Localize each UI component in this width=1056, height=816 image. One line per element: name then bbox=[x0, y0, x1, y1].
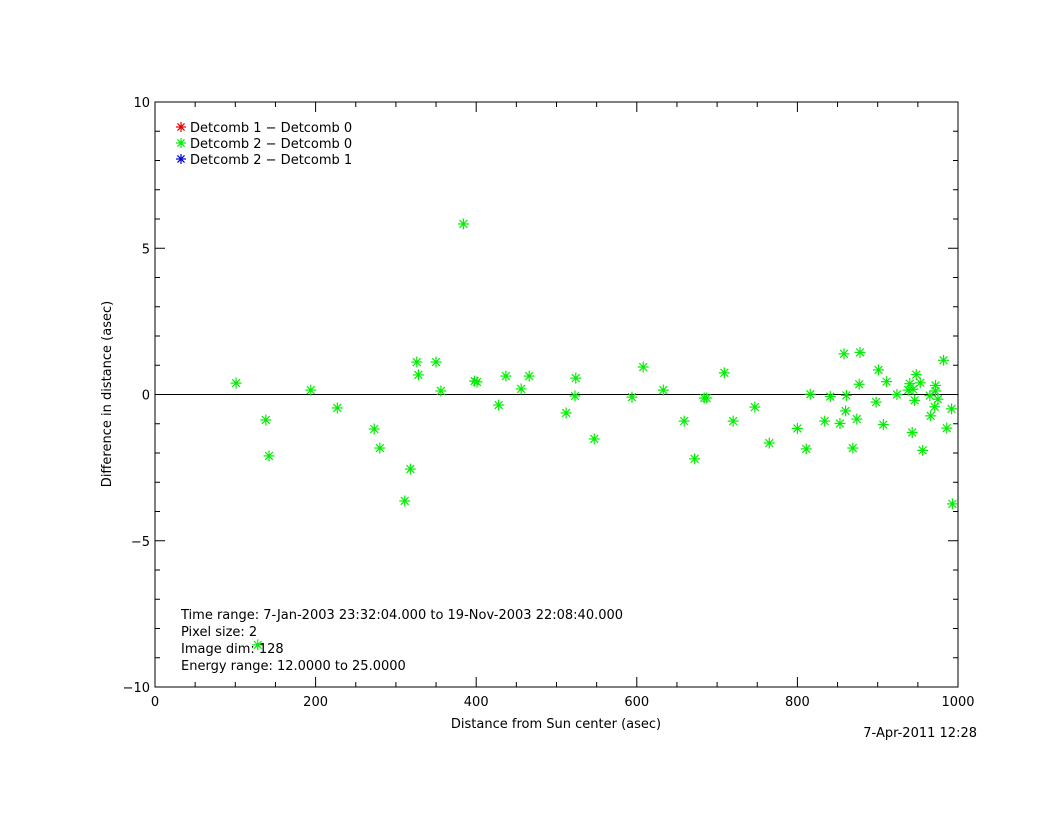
data-point bbox=[840, 405, 852, 417]
annotation-line: Time range: 7-Jan-2003 23:32:04.000 to 1… bbox=[180, 608, 623, 623]
data-point bbox=[824, 391, 836, 403]
data-point bbox=[838, 348, 850, 360]
data-point bbox=[515, 383, 527, 395]
data-point bbox=[368, 423, 380, 435]
legend-entry: Detcomb 2 − Detcomb 1 bbox=[190, 153, 352, 168]
data-point bbox=[906, 427, 918, 439]
legend-marker bbox=[176, 122, 186, 132]
data-point bbox=[500, 370, 512, 382]
x-tick-label: 400 bbox=[464, 695, 489, 710]
data-point bbox=[689, 453, 701, 465]
data-point bbox=[560, 407, 572, 419]
legend-entry: Detcomb 2 − Detcomb 0 bbox=[190, 137, 352, 152]
data-point bbox=[678, 415, 690, 427]
x-tick-label: 1000 bbox=[941, 695, 974, 710]
data-point bbox=[840, 389, 852, 401]
data-point bbox=[870, 396, 882, 408]
data-point bbox=[938, 354, 950, 366]
annotation-line: Image dim: 128 bbox=[181, 642, 284, 657]
x-tick-label: 600 bbox=[624, 695, 649, 710]
data-point bbox=[904, 378, 916, 390]
data-point bbox=[657, 384, 669, 396]
data-point bbox=[941, 422, 953, 434]
y-tick-labels: −10 −5 0 5 10 bbox=[123, 96, 150, 696]
data-point bbox=[430, 356, 442, 368]
data-point bbox=[929, 401, 941, 413]
data-point bbox=[399, 495, 411, 507]
y-tick-label: −10 bbox=[123, 681, 150, 696]
data-point bbox=[791, 422, 803, 434]
data-point bbox=[834, 417, 846, 429]
data-point bbox=[523, 370, 535, 382]
data-point bbox=[637, 361, 649, 373]
annotation-line: Energy range: 12.0000 to 25.0000 bbox=[181, 659, 406, 674]
data-point bbox=[924, 390, 936, 402]
data-point bbox=[914, 377, 926, 389]
x-tick-label: 200 bbox=[303, 695, 328, 710]
annotation-line: Pixel size: 2 bbox=[181, 625, 257, 640]
legend-entry: Detcomb 1 − Detcomb 0 bbox=[190, 121, 352, 136]
data-point bbox=[851, 413, 863, 425]
data-point bbox=[877, 419, 889, 431]
data-point bbox=[701, 392, 713, 404]
data-point bbox=[263, 450, 275, 462]
data-point bbox=[763, 437, 775, 449]
x-tick-label: 800 bbox=[785, 695, 810, 710]
y-tick-label: −5 bbox=[131, 535, 150, 550]
timestamp: 7-Apr-2011 12:28 bbox=[863, 726, 977, 741]
data-point bbox=[626, 391, 638, 403]
data-points bbox=[230, 218, 958, 651]
axis-ticks bbox=[154, 101, 959, 688]
data-point bbox=[588, 433, 600, 445]
y-tick-label: 10 bbox=[133, 96, 150, 111]
data-point bbox=[570, 372, 582, 384]
data-point bbox=[946, 498, 958, 510]
data-point bbox=[853, 378, 865, 390]
data-point bbox=[910, 369, 922, 381]
data-point bbox=[230, 377, 242, 389]
data-point bbox=[873, 364, 885, 376]
data-point bbox=[331, 402, 343, 414]
data-point bbox=[819, 415, 831, 427]
data-point bbox=[925, 410, 937, 422]
data-point bbox=[260, 414, 272, 426]
data-point bbox=[404, 463, 416, 475]
x-tick-label: 0 bbox=[151, 695, 159, 710]
data-point bbox=[907, 383, 919, 395]
data-point bbox=[909, 394, 921, 406]
data-point bbox=[569, 390, 581, 402]
y-tick-label: 0 bbox=[142, 389, 150, 404]
data-point bbox=[435, 385, 447, 397]
y-tick-label: 5 bbox=[142, 242, 150, 257]
data-point bbox=[847, 442, 859, 454]
y-axis-label: Difference in distance (asec) bbox=[100, 301, 115, 487]
data-point bbox=[252, 639, 264, 651]
legend-marker bbox=[176, 138, 186, 148]
data-point bbox=[305, 384, 317, 396]
data-point bbox=[457, 218, 469, 230]
data-point bbox=[374, 442, 386, 454]
data-point bbox=[930, 379, 942, 391]
x-tick-labels: 0 200 400 600 800 1000 bbox=[151, 695, 975, 710]
data-point bbox=[727, 415, 739, 427]
data-point bbox=[411, 356, 423, 368]
data-point bbox=[749, 401, 761, 413]
data-point bbox=[917, 444, 929, 456]
legend-marker bbox=[176, 154, 186, 164]
data-point bbox=[946, 403, 958, 415]
annotations: Time range: 7-Jan-2003 23:32:04.000 to 1… bbox=[180, 608, 623, 674]
data-point bbox=[800, 443, 812, 455]
data-point bbox=[493, 399, 505, 411]
data-point bbox=[881, 376, 893, 388]
data-point bbox=[718, 367, 730, 379]
data-point bbox=[412, 369, 424, 381]
data-point bbox=[854, 346, 866, 358]
data-point bbox=[932, 393, 944, 405]
data-point bbox=[804, 388, 816, 400]
data-point bbox=[471, 376, 483, 388]
x-axis-label: Distance from Sun center (asec) bbox=[451, 717, 661, 732]
data-point bbox=[891, 389, 903, 400]
